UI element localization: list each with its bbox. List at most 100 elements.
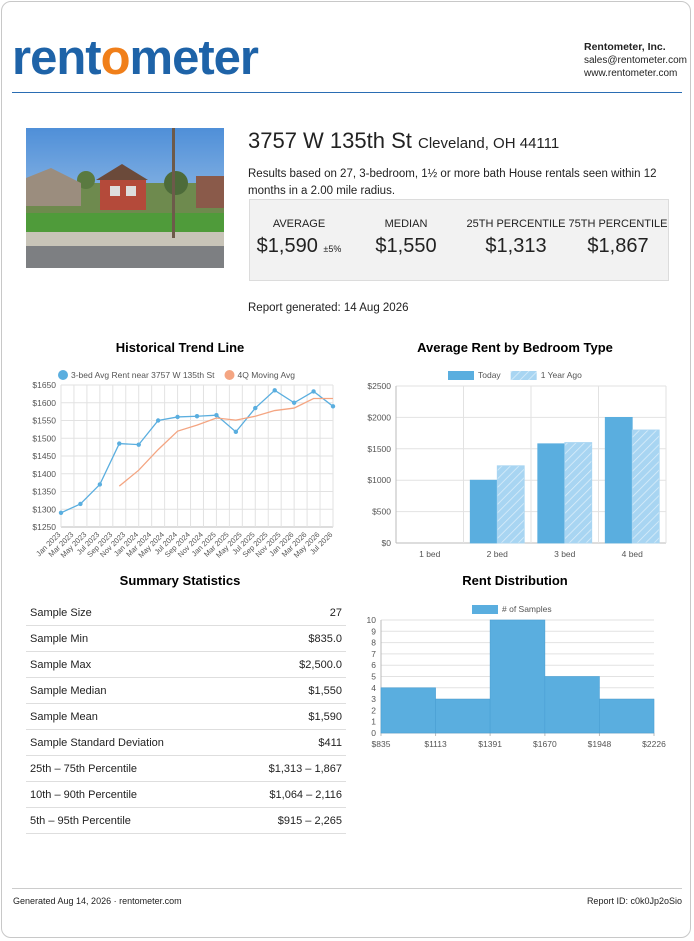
property-photo <box>26 128 224 268</box>
table-cell: Sample Size <box>26 600 230 626</box>
series-line <box>118 397 333 487</box>
bar <box>380 687 436 734</box>
table-cell: Sample Min <box>26 625 230 652</box>
table-cell: $835.0 <box>229 625 346 652</box>
table-row: Sample Standard Deviation $411 <box>26 729 346 756</box>
y-tick-label: 2 <box>371 705 376 715</box>
table-cell: 5th – 95th Percentile <box>26 807 230 834</box>
x-tick-label: $2226 <box>642 739 666 749</box>
x-tick-label: $1113 <box>424 739 447 749</box>
y-tick-label: $2000 <box>367 412 391 422</box>
table-cell: $411 <box>229 729 346 756</box>
table-row: 5th – 95th Percentile $915 – 2,265 <box>26 807 346 834</box>
y-tick-label: 7 <box>371 649 376 659</box>
point <box>330 404 336 409</box>
y-tick-label: 10 <box>367 615 377 625</box>
y-tick-label: $1650 <box>32 380 56 390</box>
header-rule <box>12 92 682 93</box>
bar <box>564 442 593 544</box>
footer-left: Generated Aug 14, 2026 · rentometer.com <box>13 896 182 906</box>
legend-label: 3-bed Avg Rent near 3757 W 135th St <box>71 370 215 380</box>
table-cell: 10th – 90th Percentile <box>26 781 230 808</box>
legend-swatch <box>472 605 498 614</box>
bar <box>604 416 633 544</box>
point <box>311 389 316 394</box>
point <box>97 482 103 487</box>
x-tick-label: 1 bed <box>419 549 441 559</box>
street: 3757 W 135th St <box>248 128 412 153</box>
x-tick-label: $1948 <box>588 739 612 749</box>
legend-swatch <box>448 371 474 380</box>
point <box>175 414 180 420</box>
stat-label: 25TH PERCENTILE <box>466 218 566 230</box>
report-date: Report generated: 14 Aug 2026 <box>248 302 409 314</box>
y-tick-label: $1450 <box>32 451 56 461</box>
logo-part: meter <box>129 31 259 85</box>
point <box>117 441 122 446</box>
footer-rule <box>12 888 682 889</box>
company-email: sales@rentometer.com <box>584 55 687 66</box>
point <box>155 418 161 423</box>
logo-part: rent <box>12 31 102 85</box>
point <box>272 388 277 393</box>
stat-value: $1,313 <box>485 235 547 257</box>
bar <box>537 443 566 544</box>
point <box>253 405 258 411</box>
stat: 75TH PERCENTILE $1,867 <box>563 218 673 258</box>
y-tick-label: $1500 <box>32 433 56 443</box>
stat-note: ±5% <box>323 244 342 254</box>
table-cell: $1,064 – 2,116 <box>229 781 346 808</box>
x-tick-label: $835 <box>372 739 391 749</box>
y-tick-label: $1600 <box>32 398 56 408</box>
summary-table: Sample Size 27 Sample Min $835.0 Sample Max $… <box>26 600 346 834</box>
stat-value: $1,867 <box>587 235 649 257</box>
y-tick-label: 3 <box>371 694 376 704</box>
bar <box>489 619 546 734</box>
y-tick-label: 6 <box>371 660 376 670</box>
point <box>78 501 83 507</box>
x-tick-label: 4 bed <box>622 549 644 559</box>
table-cell: 27 <box>229 600 346 626</box>
stat: 25TH PERCENTILE $1,313 <box>461 218 571 258</box>
table-cell: $2,500.0 <box>229 651 346 678</box>
point <box>233 429 239 435</box>
stat: AVERAGE $1,590 ±5% <box>244 218 354 258</box>
y-tick-label: $1400 <box>32 469 56 479</box>
legend-swatch <box>510 371 537 380</box>
table-cell: $1,550 <box>229 677 346 704</box>
logo: rentometer <box>12 30 259 86</box>
stats-box: AVERAGE $1,590 ±5% MEDIAN $1,550 25TH PERC… <box>249 199 669 281</box>
company-info: Rentometer, Inc. sales@rentometer.com ww… <box>584 41 687 80</box>
y-tick-label: $1000 <box>367 475 391 485</box>
legend-swatch <box>224 370 235 380</box>
y-tick-label: $0 <box>382 538 392 548</box>
table-cell: $915 – 2,265 <box>229 807 346 834</box>
bar <box>469 479 498 544</box>
stat-label: MEDIAN <box>384 218 428 230</box>
point <box>194 414 200 419</box>
y-tick-label: 4 <box>371 683 376 693</box>
table-title: Summary Statistics <box>120 573 241 588</box>
table-row: Sample Mean $1,590 <box>26 703 346 730</box>
city: Cleveland, OH 44111 <box>418 135 560 152</box>
point <box>58 510 64 515</box>
table-cell: Sample Max <box>26 651 230 678</box>
description: Results based on 27, 3-bedroom, 1½ or mo… <box>248 168 657 197</box>
table-row: Sample Min $835.0 <box>26 625 346 652</box>
table-row: Sample Max $2,500.0 <box>26 651 346 678</box>
table-cell: Sample Median <box>26 677 230 704</box>
point <box>291 400 297 405</box>
chart-title: Historical Trend Line <box>116 340 245 355</box>
chart-title: Rent Distribution <box>462 573 567 588</box>
company-website: www.rentometer.com <box>584 68 678 79</box>
stat-value: $1,590 ±5% <box>244 235 354 258</box>
table-cell: $1,313 – 1,867 <box>229 755 346 782</box>
y-tick-label: 5 <box>371 672 376 682</box>
table-cell: Sample Standard Deviation <box>26 729 230 756</box>
y-tick-label: 1 <box>371 717 376 727</box>
bar <box>544 676 600 734</box>
x-tick-label: 2 bed <box>487 549 509 559</box>
y-tick-label: $1550 <box>32 416 56 426</box>
point <box>214 412 219 418</box>
